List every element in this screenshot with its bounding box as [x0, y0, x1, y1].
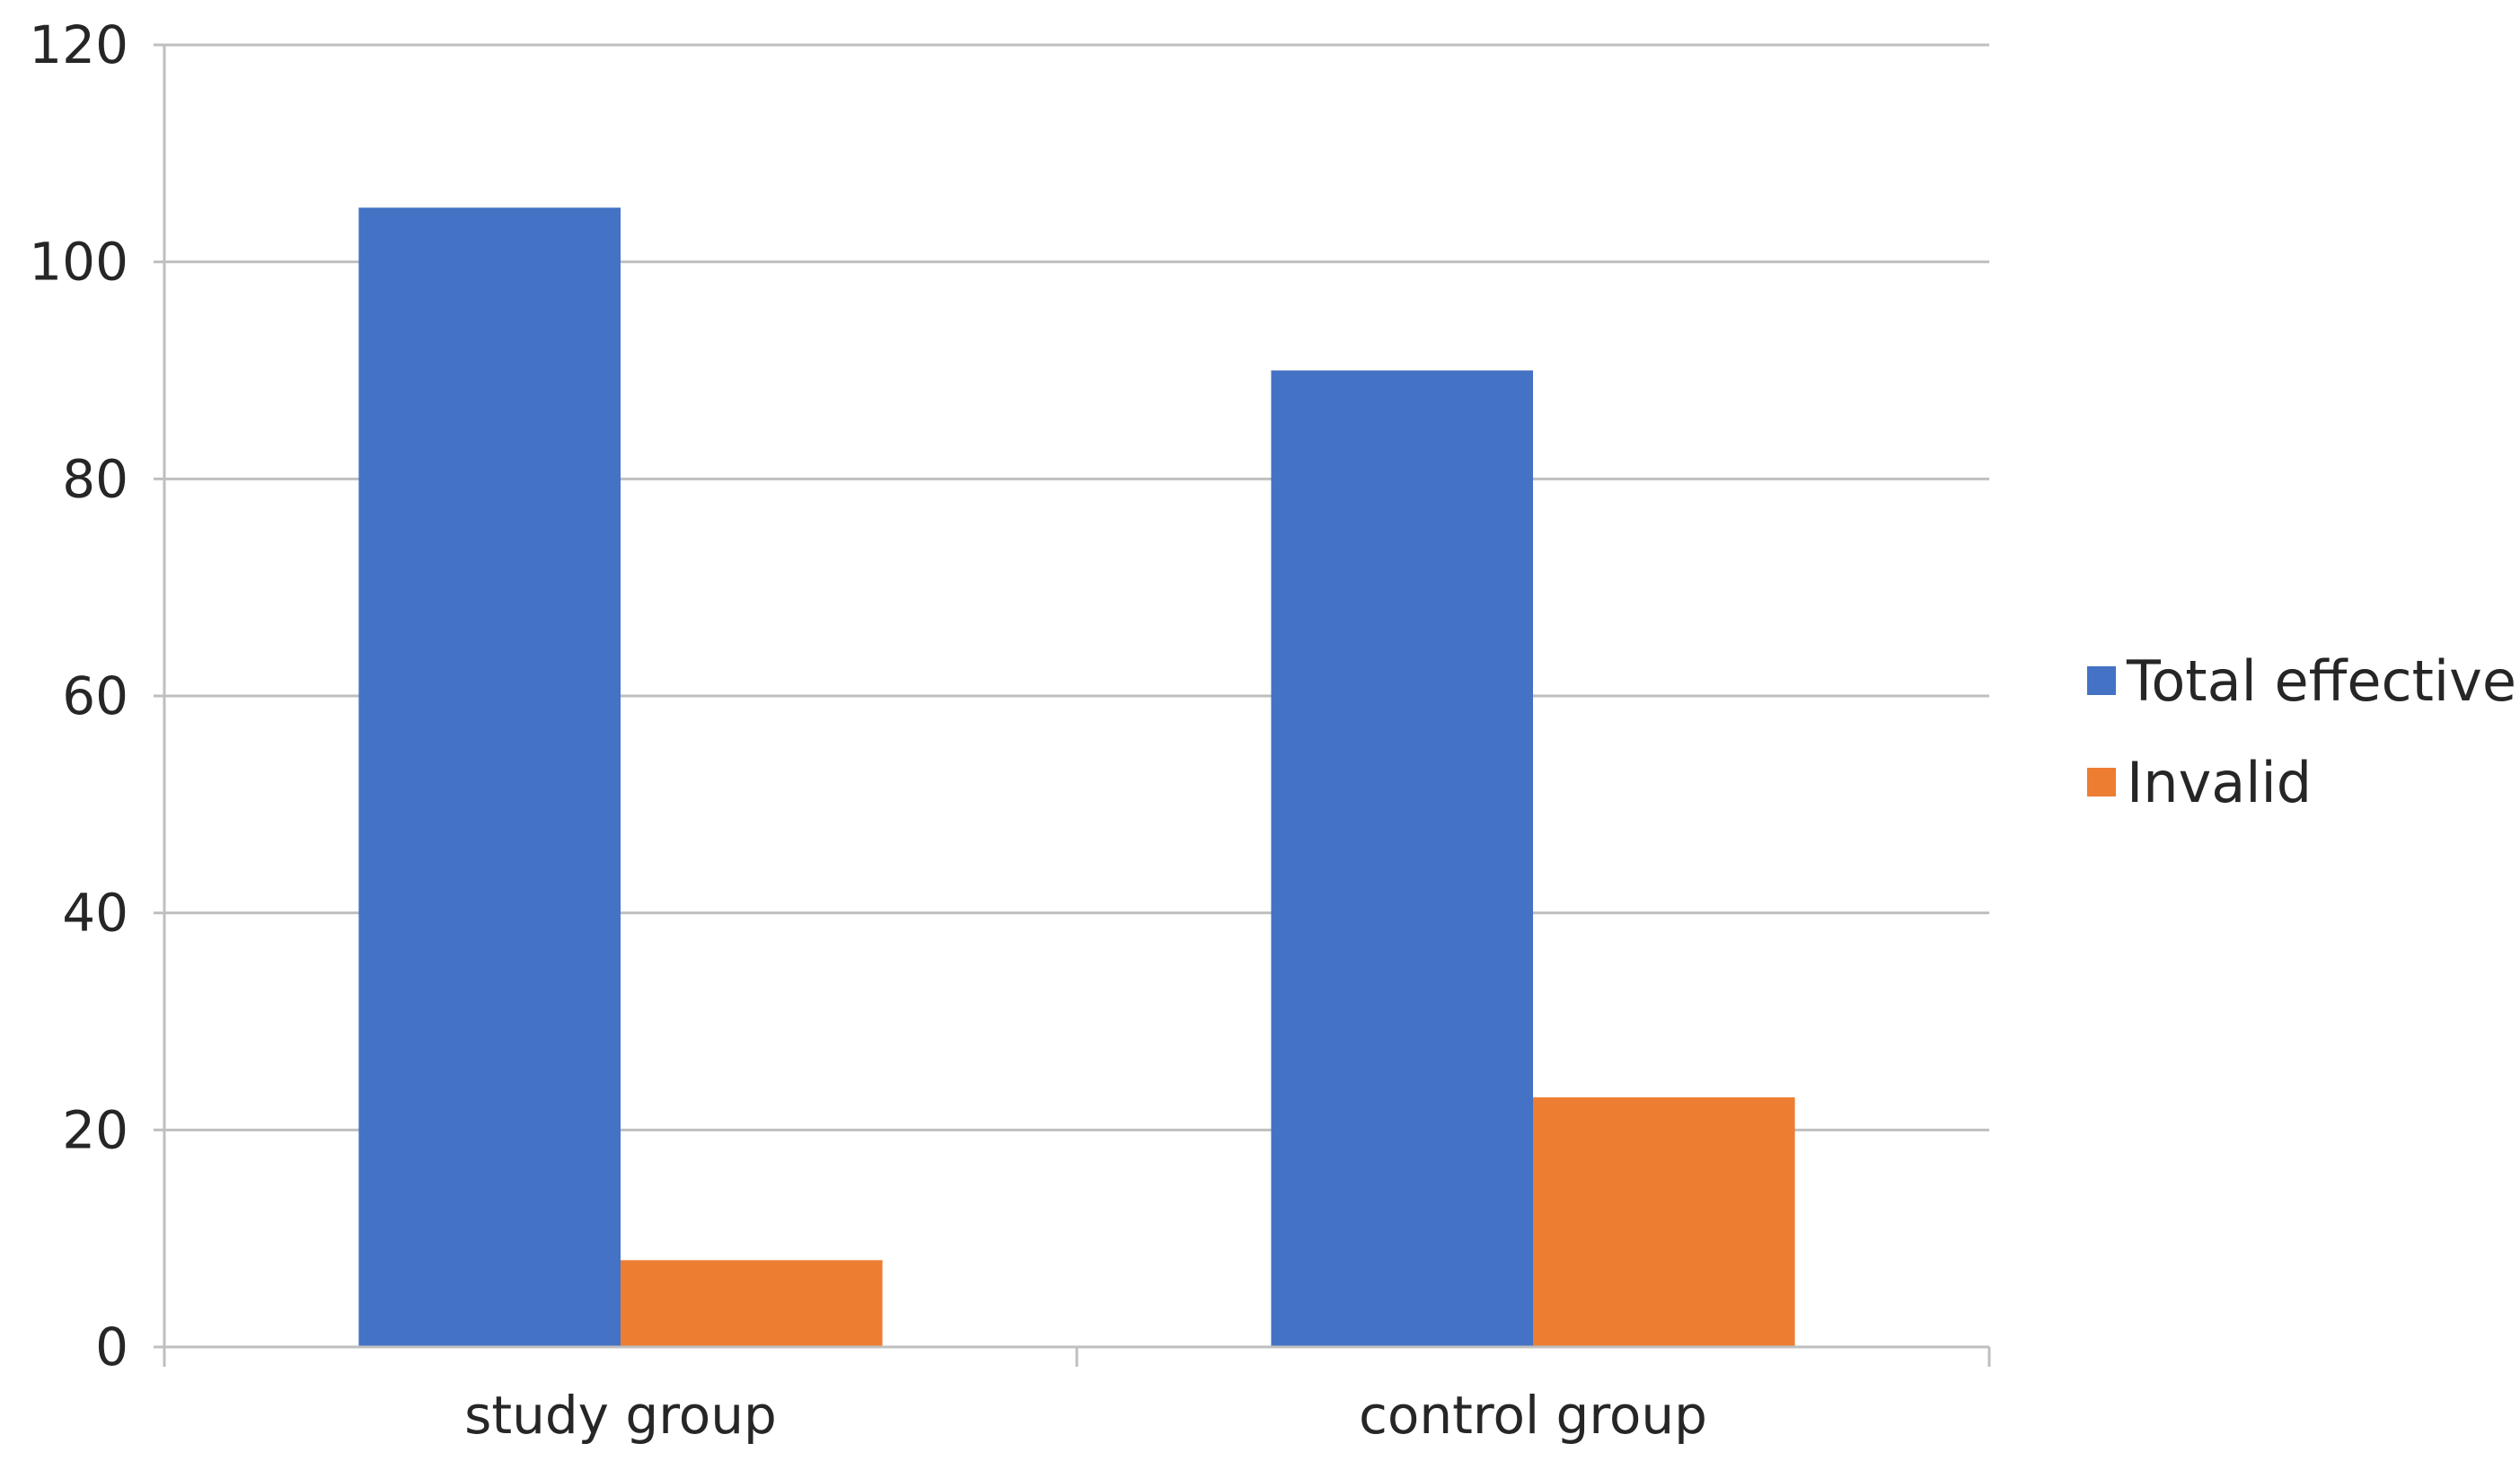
- bar-control-group-total-effective: [1271, 370, 1533, 1347]
- bar-study-group-invalid: [621, 1260, 883, 1347]
- y-tick-label-20: 20: [62, 1099, 128, 1160]
- bar-control-group-invalid: [1533, 1097, 1795, 1347]
- x-tick-labels: study group control group: [464, 1385, 1707, 1446]
- y-tick-label-60: 60: [62, 665, 128, 726]
- legend-swatch-total-effective: [2087, 666, 2116, 695]
- y-tick-label-80: 80: [62, 448, 128, 509]
- y-tick-label-120: 120: [29, 14, 128, 75]
- legend-swatch-invalid: [2087, 768, 2116, 797]
- axes: [154, 43, 1991, 1367]
- y-tick-label-0: 0: [95, 1316, 128, 1377]
- y-tick-label-40: 40: [62, 883, 128, 944]
- legend-label-invalid: Invalid: [2127, 750, 2312, 815]
- bars: [358, 207, 1795, 1347]
- x-tick-label-control-group: control group: [1359, 1385, 1707, 1446]
- legend-label-total-effective: Total effective: [2126, 648, 2516, 714]
- x-tick-label-study-group: study group: [464, 1385, 777, 1446]
- bar-study-group-total-effective: [358, 207, 621, 1347]
- legend: Total effective Invalid: [2087, 648, 2516, 815]
- y-tick-label-100: 100: [29, 232, 128, 293]
- y-tick-labels: 0 20 40 60 80 100 120: [29, 14, 128, 1377]
